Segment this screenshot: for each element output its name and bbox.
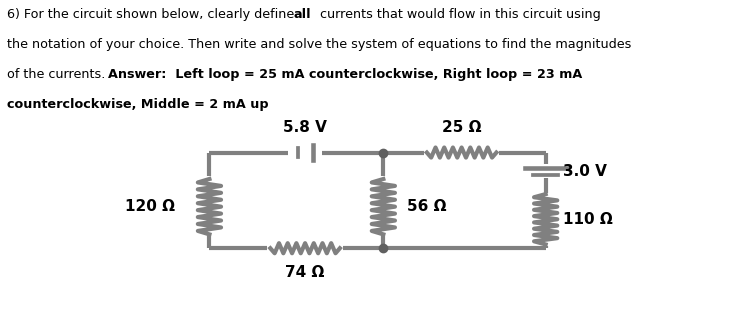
Text: 120 Ω: 120 Ω — [125, 199, 175, 214]
Text: 3.0 V: 3.0 V — [563, 164, 607, 179]
Text: 110 Ω: 110 Ω — [563, 212, 613, 227]
Text: all: all — [293, 8, 311, 21]
Text: 25 Ω: 25 Ω — [442, 120, 482, 135]
Text: of the currents.: of the currents. — [7, 68, 110, 81]
Text: 5.8 V: 5.8 V — [283, 120, 327, 135]
Text: 74 Ω: 74 Ω — [286, 265, 325, 280]
Text: the notation of your choice. Then write and solve the system of equations to fin: the notation of your choice. Then write … — [7, 38, 632, 51]
Text: counterclockwise, Middle = 2 mA up: counterclockwise, Middle = 2 mA up — [7, 98, 269, 112]
Text: 56 Ω: 56 Ω — [407, 199, 446, 214]
Text: Answer:  Left loop = 25 mA counterclockwise, Right loop = 23 mA: Answer: Left loop = 25 mA counterclockwi… — [108, 68, 583, 81]
Text: currents that would flow in this circuit using: currents that would flow in this circuit… — [316, 8, 601, 21]
Text: 6) For the circuit shown below, clearly define: 6) For the circuit shown below, clearly … — [7, 8, 298, 21]
